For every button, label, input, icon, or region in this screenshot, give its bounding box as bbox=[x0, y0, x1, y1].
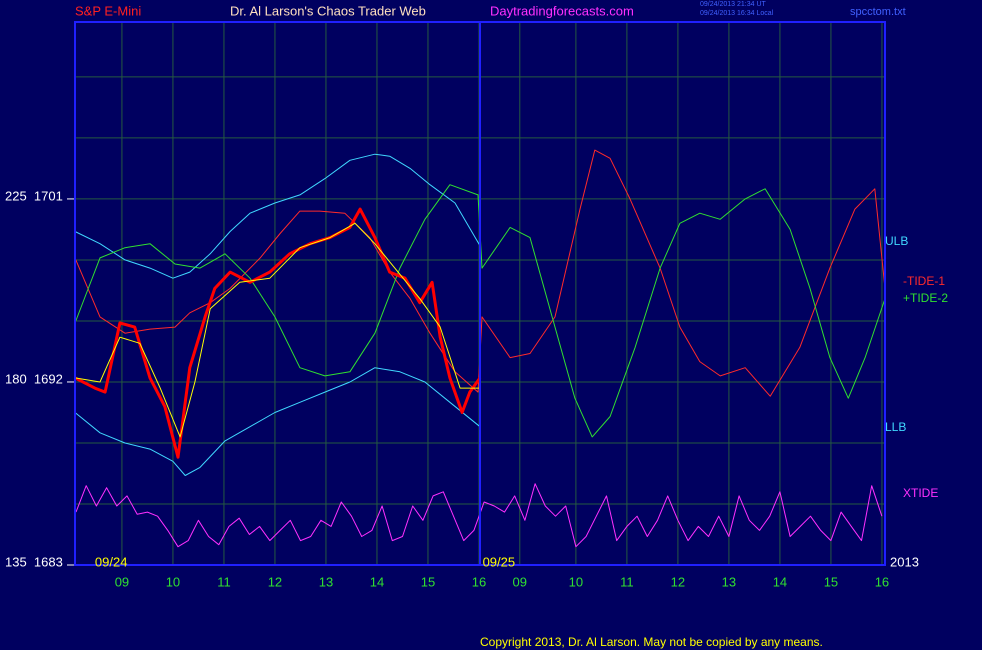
file-name: spcctom.txt bbox=[850, 6, 906, 18]
x-tick-label: 13 bbox=[319, 574, 333, 589]
series-label: LLB bbox=[885, 420, 906, 434]
series-label: -TIDE-1 bbox=[903, 274, 945, 288]
x-tick-label: 11 bbox=[620, 574, 634, 589]
y-tick-label: 180 1692 bbox=[5, 371, 63, 386]
series-line bbox=[74, 222, 480, 438]
date-label: 09/24 bbox=[95, 554, 128, 569]
series-label: XTIDE bbox=[903, 486, 938, 500]
x-tick-label: 15 bbox=[824, 574, 838, 589]
x-tick-label: 10 bbox=[166, 574, 180, 589]
x-tick-label: 14 bbox=[370, 574, 384, 589]
x-tick-label: 16 bbox=[472, 574, 486, 589]
year: 2013 bbox=[890, 554, 919, 569]
x-tick-label: 09 bbox=[513, 574, 527, 589]
series-line bbox=[74, 367, 481, 476]
series-line bbox=[74, 184, 886, 438]
site: Daytradingforecasts.com bbox=[490, 3, 634, 18]
x-tick-label: 16 bbox=[875, 574, 889, 589]
x-tick-label: 10 bbox=[569, 574, 583, 589]
y-tick-label: 225 1701 bbox=[5, 188, 63, 203]
timestamp: 09/24/2013 21:34 UT bbox=[700, 1, 766, 8]
y-tick-label: 135 1683 bbox=[5, 554, 63, 569]
x-tick-label: 12 bbox=[671, 574, 685, 589]
x-tick-label: 09 bbox=[115, 574, 129, 589]
chart-title: Dr. Al Larson's Chaos Trader Web bbox=[230, 3, 426, 18]
series-line bbox=[74, 153, 481, 279]
copyright: Copyright 2013, Dr. Al Larson. May not b… bbox=[480, 635, 823, 649]
series-line bbox=[74, 207, 482, 459]
instrument: S&P E-Mini bbox=[75, 3, 141, 18]
x-tick-label: 13 bbox=[722, 574, 736, 589]
x-tick-label: 12 bbox=[268, 574, 282, 589]
x-tick-label: 15 bbox=[421, 574, 435, 589]
series-label: +TIDE-2 bbox=[903, 291, 948, 305]
x-tick-label: 14 bbox=[773, 574, 787, 589]
timestamp: 09/24/2013 16:34 Local bbox=[700, 10, 774, 17]
x-tick-label: 11 bbox=[217, 574, 231, 589]
date-label: 09/25 bbox=[483, 554, 516, 569]
series-label: ULB bbox=[885, 234, 908, 248]
